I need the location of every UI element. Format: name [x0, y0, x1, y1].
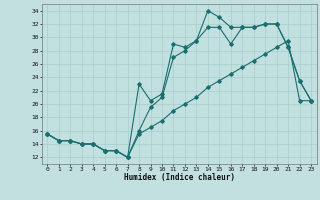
X-axis label: Humidex (Indice chaleur): Humidex (Indice chaleur) [124, 173, 235, 182]
